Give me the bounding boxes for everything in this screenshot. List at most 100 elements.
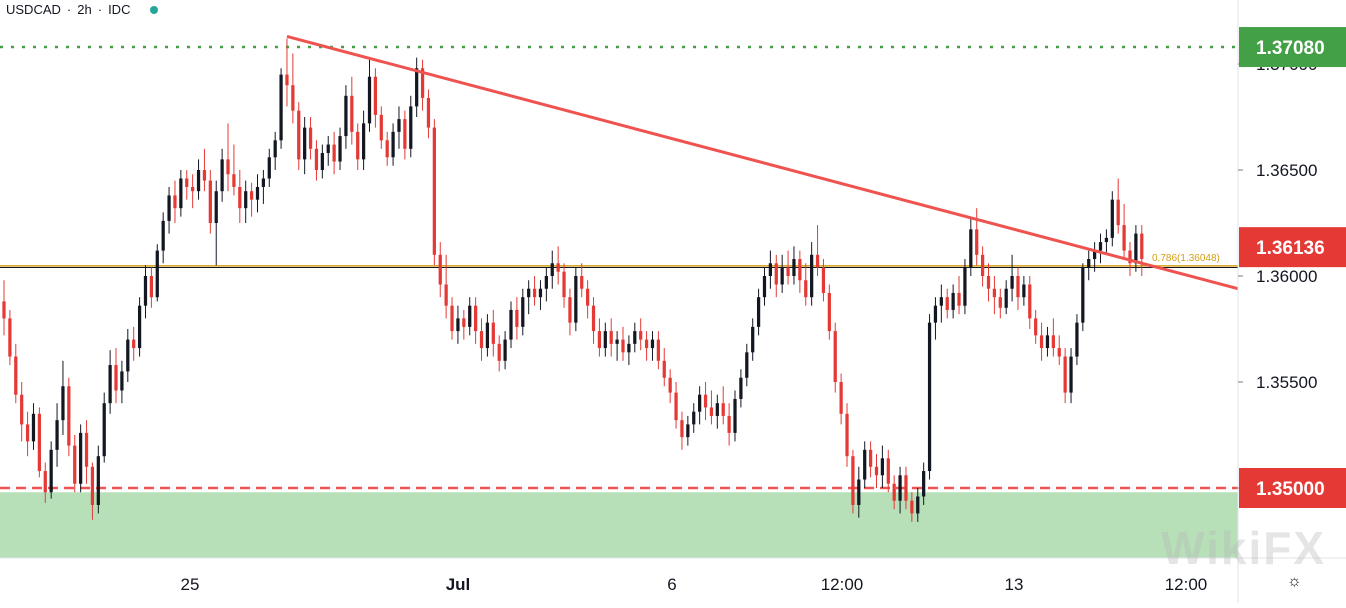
candle-body xyxy=(1140,233,1144,260)
candle-body xyxy=(1075,322,1079,357)
candle-body xyxy=(314,148,319,170)
candle-body xyxy=(438,254,442,285)
candle-body xyxy=(727,415,731,433)
x-tick-label: 6 xyxy=(667,575,676,594)
candle-body xyxy=(1104,237,1109,243)
candle-body xyxy=(922,471,926,497)
candle-body xyxy=(332,144,336,162)
candle-body xyxy=(1057,348,1061,357)
candle-body xyxy=(385,140,389,158)
fib-level-label: 0.786(1.36048) xyxy=(1152,253,1220,264)
candle-body xyxy=(945,297,949,310)
candle-body xyxy=(456,318,460,332)
x-tick-label: 12:00 xyxy=(1165,575,1208,594)
candle-body xyxy=(291,85,295,111)
candle-body xyxy=(556,263,560,272)
candle-body xyxy=(969,229,973,268)
candle-body xyxy=(951,292,955,310)
x-tick-label: 13 xyxy=(1005,575,1024,594)
candle-body xyxy=(326,144,330,154)
candle-body xyxy=(468,305,472,327)
candle-body xyxy=(692,411,696,425)
candle-body xyxy=(297,110,301,160)
candle-body xyxy=(1098,242,1103,251)
candle-body xyxy=(780,267,784,285)
symbol-header[interactable]: USDCAD · 2h · IDC xyxy=(6,2,159,17)
candle-body xyxy=(273,140,277,158)
candle-body xyxy=(55,420,59,450)
candle-body xyxy=(745,352,749,378)
candle-body xyxy=(857,479,861,505)
candle-body xyxy=(444,284,448,306)
market-status-icon xyxy=(150,5,159,14)
candle-body xyxy=(698,394,702,412)
candle-body xyxy=(1039,335,1044,349)
candle-body xyxy=(927,322,932,472)
candle-body xyxy=(96,456,100,505)
candle-body xyxy=(49,449,53,493)
candle-body xyxy=(403,119,407,149)
candle-body xyxy=(1087,259,1091,268)
candle-body xyxy=(715,403,719,416)
candle-body xyxy=(279,74,283,141)
gear-icon[interactable]: ☼ xyxy=(1287,573,1302,590)
y-tick-label: 1.35500 xyxy=(1256,373,1317,392)
candle-body xyxy=(804,280,808,298)
candle-body xyxy=(415,68,419,107)
candle-body xyxy=(639,331,643,340)
candle-body xyxy=(14,356,18,395)
candle-body xyxy=(538,288,543,298)
candle-body xyxy=(662,360,666,378)
candle-body xyxy=(20,394,24,425)
candle-body xyxy=(527,288,531,298)
candle-body xyxy=(597,331,602,349)
candle-body xyxy=(179,178,183,209)
candle-body xyxy=(1069,356,1073,393)
candle-body xyxy=(43,471,47,493)
candle-body xyxy=(232,174,236,187)
candle-body xyxy=(462,318,466,327)
candle-body xyxy=(774,263,778,285)
candle-body xyxy=(261,178,266,187)
candle-body xyxy=(633,331,637,344)
candle-body xyxy=(473,305,478,332)
candle-body xyxy=(379,114,383,141)
candle-body xyxy=(1122,225,1126,251)
candle-body xyxy=(132,339,136,349)
candle-body xyxy=(880,458,885,476)
candle-body xyxy=(1063,356,1067,393)
candle-body xyxy=(102,403,106,457)
price-label-badge xyxy=(1239,227,1346,268)
symbol-name: USDCAD xyxy=(6,2,61,17)
candle-body xyxy=(709,407,714,416)
candle-body xyxy=(574,276,578,323)
candle-body xyxy=(591,305,596,332)
candle-body xyxy=(904,475,908,501)
candle-body xyxy=(220,159,224,192)
support-zone xyxy=(0,492,1238,558)
candle-body xyxy=(426,97,431,128)
candle-body xyxy=(191,186,195,192)
candle-body xyxy=(798,259,802,281)
candle-body xyxy=(114,365,118,391)
candle-body xyxy=(450,305,454,332)
candle-body xyxy=(90,466,95,505)
candle-body xyxy=(373,76,378,115)
candle-body xyxy=(739,377,743,399)
candle-body xyxy=(73,445,77,484)
candle-body xyxy=(1134,233,1138,264)
candle-body xyxy=(308,127,313,149)
candle-body xyxy=(650,339,655,349)
candle-body xyxy=(833,331,837,382)
candle-body xyxy=(656,339,660,361)
candle-body xyxy=(603,331,607,349)
candle-body xyxy=(751,326,755,353)
candle-body xyxy=(61,386,65,421)
interval-label: 2h xyxy=(77,2,92,17)
candle-body xyxy=(31,413,36,442)
candle-body xyxy=(1028,284,1032,319)
candle-body xyxy=(868,449,873,467)
candle-body xyxy=(214,191,218,223)
